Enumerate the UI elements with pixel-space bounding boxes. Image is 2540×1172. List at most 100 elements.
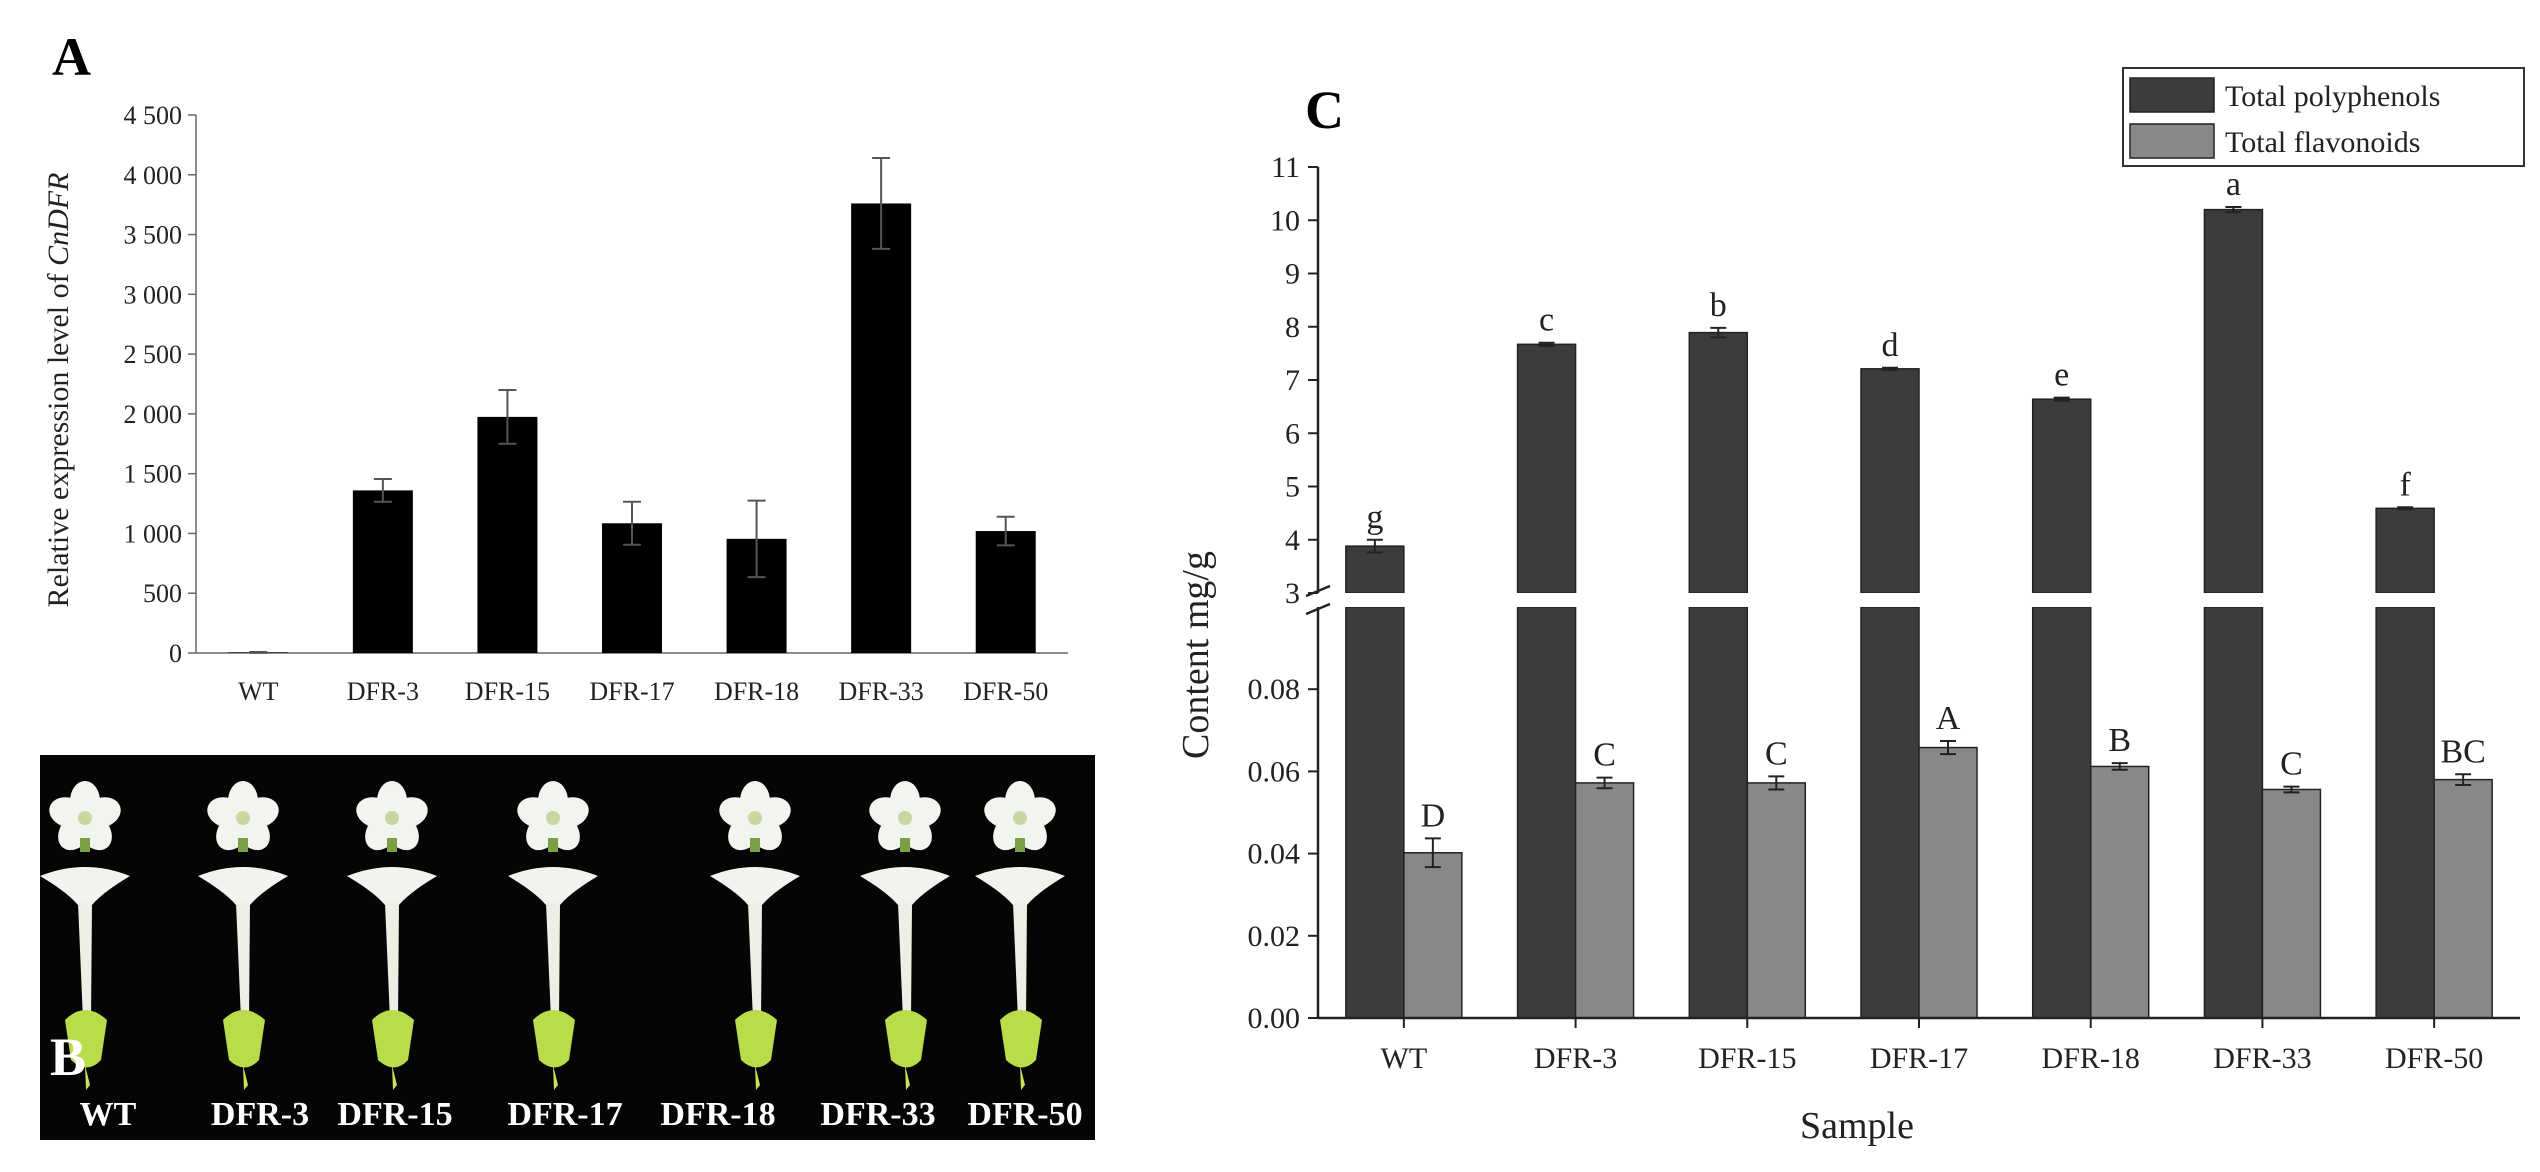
panel-a-error-bar: [872, 157, 891, 250]
flower-corolla: [710, 867, 800, 905]
axis-break-band: [1320, 593, 2522, 607]
polyphenols-bar-lower: [2375, 606, 2435, 1019]
panel-label-c: C: [1305, 80, 1344, 140]
polyphenols-error-bar: [2225, 205, 2242, 214]
flavonoids-bar: [1746, 782, 1807, 1019]
polyphenols-bar-lower: [1860, 606, 1920, 1019]
flower-calyx: [885, 1010, 927, 1068]
panel-c-x-tick-labels: WT DFR-3 DFR-15 DFR-17 DFR-18 DFR-33 DFR-50: [1381, 1042, 2484, 1075]
flavonoids-error-bar: [1940, 739, 1956, 756]
polyphenols-bar-lower: [1516, 606, 1577, 1019]
flower-center: [236, 811, 250, 825]
flower-corolla: [508, 867, 598, 905]
panel-c-y-tick-label-upper: 10: [1270, 204, 1300, 237]
panel-c-legend: Total polyphenols Total flavonoids: [2122, 67, 2525, 167]
panel-a-y-tick-label: 1 500: [124, 460, 183, 489]
flower-stub: [900, 838, 910, 852]
panel-a-error-bar: [498, 388, 517, 445]
flower-corolla: [860, 867, 950, 905]
panel-a-y-tick-label: 2 000: [124, 400, 183, 429]
flavonoids-letter: D: [1421, 797, 1446, 834]
panel-a-y-tick-label: 0: [169, 639, 182, 668]
flower-top-view: [207, 781, 279, 852]
panel-a-x-tick-labels: WT DFR-3 DFR-15 DFR-17 DFR-18 DFR-33 DFR-50: [238, 677, 1048, 706]
flavonoids-error-bar: [2283, 785, 2300, 794]
photo-label: DFR-33: [820, 1096, 935, 1133]
panel-a-y-axis-label: Relative expression level of CnDFR: [42, 173, 75, 608]
flower-side-view: [347, 867, 437, 1090]
panel-c-y-tick-label-lower: 0.00: [1248, 1002, 1301, 1035]
panel-c-x-tick-label: DFR-33: [2213, 1042, 2311, 1075]
flower: [40, 781, 130, 1090]
photo-flowers: [40, 781, 1065, 1090]
flavonoids-error-bar: [1596, 776, 1613, 790]
flower-side-view: [40, 867, 130, 1090]
panel-c-x-tick-label: DFR-15: [1698, 1042, 1796, 1075]
panel-c-y-tick-label-upper: 3: [1285, 577, 1300, 610]
flavonoids-error-bar: [2111, 762, 2128, 771]
polyphenols-bar-upper: [1516, 343, 1577, 594]
polyphenols-bar-upper: [2031, 398, 2092, 594]
flavonoids-error-bar: [1768, 775, 1785, 791]
flower-tube: [78, 903, 92, 1020]
flavonoids-bar: [1918, 746, 1978, 1019]
polyphenols-bar-upper: [2203, 208, 2264, 594]
flavonoids-letter: A: [1936, 700, 1961, 737]
flower-calyx: [223, 1010, 265, 1068]
panel-a-bar: [477, 416, 538, 653]
axis-break-mark-bottom: [1305, 602, 1331, 616]
panel-a-x-tick-label: WT: [238, 677, 279, 706]
flower-tube: [546, 903, 560, 1020]
flower-stub: [1015, 838, 1025, 852]
panel-a-axes: 0 500 1 000 1 500 2 000 2 500 3 000 3 500 4 000 4…: [124, 101, 1068, 668]
flower-stalk: [755, 1065, 760, 1090]
panel-c-x-tick-label: DFR-50: [2385, 1042, 2483, 1075]
flower-side-view: [508, 867, 598, 1090]
panel-c-bars: [1320, 205, 2522, 1019]
photo-label: DFR-17: [507, 1096, 622, 1133]
polyphenols-letter: g: [1366, 499, 1383, 536]
flower-center: [898, 811, 912, 825]
flavonoids-letter: C: [1765, 735, 1788, 772]
panel-a-error-bar: [747, 499, 766, 579]
polyphenols-bar-upper: [2375, 507, 2435, 594]
legend-label-polyphenols: Total polyphenols: [2225, 80, 2440, 113]
polyphenols-letter: d: [1882, 327, 1899, 364]
flavonoids-letter: B: [2108, 722, 2131, 759]
panel-c-y-tick-label-lower: 0.04: [1248, 838, 1301, 871]
flower: [975, 781, 1065, 1090]
flower-stub: [238, 838, 248, 852]
flower-stalk: [905, 1065, 910, 1090]
flower-center: [1013, 811, 1027, 825]
panel-a-error-bar: [623, 500, 641, 546]
flavonoids-error-bar: [1424, 837, 1441, 869]
flower-stub: [387, 838, 397, 852]
flavonoids-bar: [1403, 852, 1463, 1019]
panel-a-bar: [851, 203, 912, 653]
photo-label: DFR-15: [337, 1096, 452, 1133]
flower-stalk: [85, 1065, 90, 1090]
flower: [710, 781, 800, 1090]
polyphenols-bar-upper: [1688, 331, 1749, 594]
panel-a-y-tick-label: 3 000: [124, 280, 183, 309]
flower-tube: [748, 903, 762, 1020]
panel-c-y-tick-label-upper: 4: [1285, 524, 1300, 557]
panel-c-y-tick-label-lower: 0.02: [1248, 920, 1301, 953]
flower-corolla: [40, 867, 130, 905]
flower-center: [78, 811, 92, 825]
flower-stalk: [243, 1065, 248, 1090]
flower-side-view: [198, 867, 288, 1090]
flower-top-view: [356, 781, 428, 852]
legend-swatch-polyphenols: [2129, 77, 2215, 113]
panel-a-bars: [228, 157, 1036, 654]
flower-calyx: [65, 1010, 107, 1068]
flower-stalk: [392, 1065, 397, 1090]
polyphenols-bar-lower: [2031, 606, 2092, 1019]
panel-a-y-tick-label: 2 500: [124, 340, 183, 369]
polyphenols-bar-lower: [1688, 606, 1749, 1019]
polyphenols-letter: c: [1539, 302, 1554, 339]
flower: [508, 781, 598, 1090]
panel-a-y-tick-label: 4 000: [124, 161, 183, 190]
flower-tube: [898, 903, 912, 1020]
flower-stub: [750, 838, 760, 852]
